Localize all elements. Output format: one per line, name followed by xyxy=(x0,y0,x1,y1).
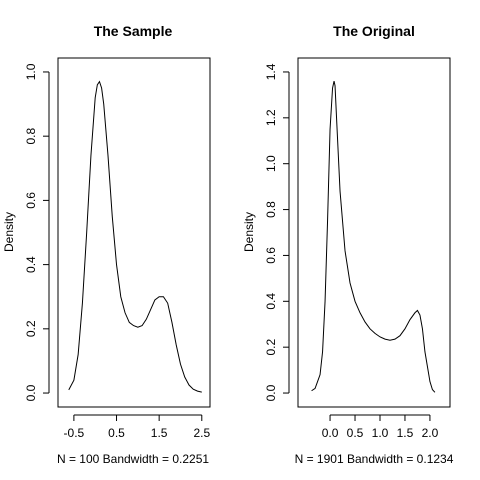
y-tick-label: 0.2 xyxy=(264,339,278,356)
x-tick-label: 1.5 xyxy=(151,426,168,440)
plot-area xyxy=(311,81,436,393)
panel-original: The Original Density N = 1901 Bandwidth … xyxy=(242,23,454,466)
y-axis-label: Density xyxy=(2,212,16,252)
y-tick-label: 0.4 xyxy=(264,293,278,310)
y-tick-label: 1.0 xyxy=(264,155,278,172)
y-tick-label: 0.8 xyxy=(264,201,278,218)
y-tick-label: 0.6 xyxy=(264,247,278,264)
chart-title: The Original xyxy=(333,23,415,39)
x-tick-label: -0.5 xyxy=(64,426,85,440)
x-tick-label: 0.5 xyxy=(108,426,125,440)
x-tick-label: 2.5 xyxy=(193,426,210,440)
y-tick-label: 0.8 xyxy=(24,128,38,145)
density-curve xyxy=(68,80,202,393)
plot-frame xyxy=(57,57,211,408)
x-tick-label: 2.0 xyxy=(422,426,439,440)
x-axis-label: N = 1901 Bandwidth = 0.1234 xyxy=(295,452,454,466)
y-tick-label: 0.6 xyxy=(24,192,38,209)
chart-title: The Sample xyxy=(94,23,173,39)
y-axis-label: Density xyxy=(242,212,256,252)
y-tick-label: 1.0 xyxy=(24,63,38,80)
y-tick-label: 0.0 xyxy=(264,384,278,401)
axes: 0.0 0.5 1.0 1.5 2.0 0.0 0.2 0.4 0.6 0.8 1.0 1.2 1.4 xyxy=(264,63,439,440)
x-tick-label: 0.0 xyxy=(322,426,339,440)
x-tick-label: 1.0 xyxy=(372,426,389,440)
y-tick-label: 0.2 xyxy=(24,320,38,337)
x-tick-label: 0.5 xyxy=(347,426,364,440)
y-tick-label: 1.4 xyxy=(264,63,278,80)
x-axis-label: N = 100 Bandwidth = 0.2251 xyxy=(57,452,209,466)
x-tick-label: 1.5 xyxy=(397,426,414,440)
y-tick-label: 1.2 xyxy=(264,109,278,126)
axes: -0.5 0.5 1.5 2.5 0.0 0.2 0.4 0.6 0.8 1.0 xyxy=(24,63,210,440)
y-tick-label: 0.0 xyxy=(24,384,38,401)
plot-frame xyxy=(297,57,451,408)
density-curve xyxy=(311,81,436,393)
plot-area xyxy=(68,80,202,393)
panel-sample: The Sample Density N = 100 Bandwidth = 0… xyxy=(2,23,211,466)
y-tick-label: 0.4 xyxy=(24,256,38,273)
